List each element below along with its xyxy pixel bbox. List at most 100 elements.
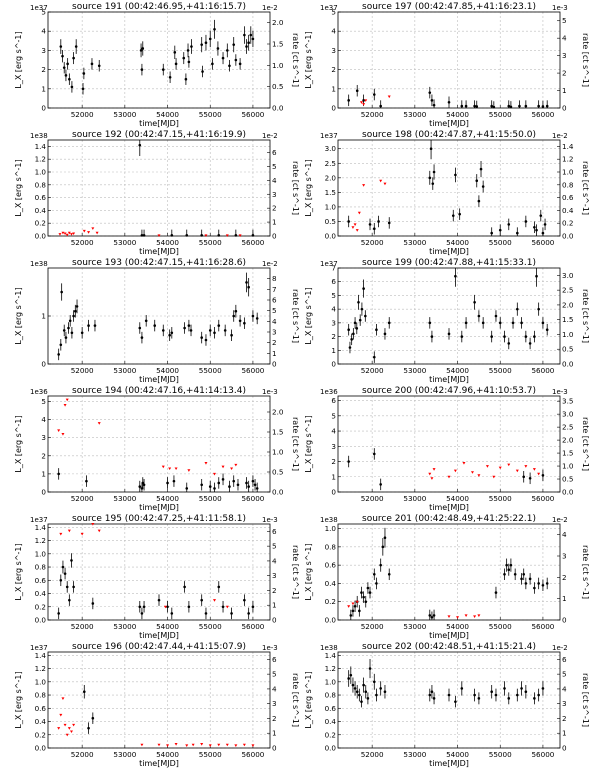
data-point [379, 563, 382, 567]
data-point [190, 45, 193, 48]
y2-tick-label: 1.5 [562, 449, 573, 458]
x-tick-label: 52000 [71, 750, 94, 759]
upper-limit-marker [532, 468, 536, 471]
y-tick-label: 1 [41, 84, 46, 93]
y-tick-label: 1.4 [35, 142, 47, 151]
x-axis-label: time[MJD] [139, 375, 179, 384]
data-point [454, 274, 457, 278]
y2-tick-label: 1 [272, 349, 277, 358]
y2-axis-label: rate [ct s^-1] [581, 161, 590, 215]
upper-limit-marker [91, 523, 95, 526]
x-tick-label: 53000 [113, 750, 136, 759]
y-scale-multiplier: 1e37 [320, 4, 338, 12]
data-point [372, 680, 376, 684]
upper-limit-marker [387, 95, 391, 99]
y-tick-label: 2 [331, 65, 336, 74]
x-axis-label: time[MJD] [139, 119, 179, 128]
x-tick-label: 55000 [489, 238, 512, 247]
y2-scale-multiplier: 1e-2 [552, 516, 568, 524]
data-point [347, 677, 350, 680]
data-point [61, 565, 65, 569]
x-tick-label: 53000 [113, 622, 136, 631]
y-tick-label: 0 [41, 360, 46, 369]
data-point [364, 600, 368, 604]
y2-axis-label: rate [ct s^-1] [581, 289, 590, 343]
data-point [473, 693, 476, 697]
y-tick-label: 1 [41, 312, 46, 321]
data-point [428, 91, 432, 94]
data-point [351, 609, 355, 613]
data-point [72, 56, 75, 60]
data-point [221, 56, 225, 60]
data-point [524, 582, 528, 585]
x-tick-label: 52000 [361, 238, 384, 247]
data-point [520, 687, 523, 690]
data-point [360, 307, 364, 311]
y2-tick-label: 0.6 [562, 193, 574, 202]
y2-tick-label: 0.0 [272, 488, 284, 497]
data-point [366, 586, 370, 590]
y-tick-label: 0 [41, 104, 46, 113]
data-point [245, 281, 248, 284]
data-point [387, 321, 391, 325]
data-point [375, 693, 378, 697]
data-point [477, 697, 481, 700]
upper-limit-marker [347, 605, 351, 608]
y-tick-label: 5 [41, 397, 46, 406]
upper-limit-marker [238, 234, 242, 237]
x-tick-label: 53000 [113, 366, 136, 375]
data-point [358, 693, 361, 697]
y2-tick-label: 6 [272, 296, 277, 305]
y-tick-label: 0.5 [325, 217, 336, 226]
data-point [140, 234, 144, 237]
y-tick-label: 0.4 [35, 717, 47, 726]
y-tick-label: 0.8 [325, 691, 337, 700]
y2-tick-label: 2 [272, 338, 277, 347]
data-point [61, 54, 64, 58]
data-point [451, 214, 455, 217]
data-point [62, 66, 66, 69]
x-tick-label: 53000 [403, 494, 426, 503]
upper-limit-marker [456, 616, 460, 619]
y-tick-label: 0.0 [325, 616, 337, 625]
upper-limit-marker [65, 233, 69, 237]
data-point [430, 99, 434, 102]
y2-tick-label: 8 [272, 274, 277, 283]
data-point [200, 336, 203, 339]
data-point [347, 460, 350, 463]
data-point [387, 221, 391, 225]
x-tick-label: 55000 [489, 366, 512, 375]
y2-tick-label: 6 [272, 148, 277, 157]
data-point [75, 305, 79, 308]
x-tick-label: 56000 [531, 622, 554, 631]
data-point [72, 585, 75, 589]
y-tick-label: 0.8 [35, 691, 47, 700]
y-tick-label: 0 [331, 488, 336, 497]
data-point [372, 355, 376, 359]
y-axis-label: L_X [erg s^-1] [14, 31, 23, 88]
x-tick-label: 52000 [71, 110, 94, 119]
data-point [87, 726, 90, 730]
data-point [507, 697, 511, 700]
data-point [63, 572, 67, 575]
x-tick-label: 52000 [361, 494, 384, 503]
data-point [204, 41, 208, 45]
data-point [387, 572, 391, 576]
x-tick-label: 56000 [241, 110, 264, 119]
y-tick-label: 1.0 [35, 677, 47, 686]
panel-source-194: 52000 53000 54000 55000 56000 0 1 2 3 4 5 0.0 0.5 1.0… [14, 386, 300, 512]
data-point [139, 49, 143, 52]
data-point [494, 591, 498, 594]
y-tick-label: 0.6 [325, 704, 337, 713]
data-point [65, 585, 69, 589]
y-tick-label: 0.0 [35, 232, 47, 241]
data-point [170, 612, 174, 615]
data-point [93, 324, 97, 327]
y-tick-label: 1.0 [325, 677, 337, 686]
data-point [234, 309, 238, 313]
data-point [454, 700, 457, 703]
data-point [234, 58, 238, 62]
upper-limit-marker [428, 472, 432, 476]
y-tick-label: 0.2 [325, 597, 336, 606]
data-point [430, 615, 434, 619]
